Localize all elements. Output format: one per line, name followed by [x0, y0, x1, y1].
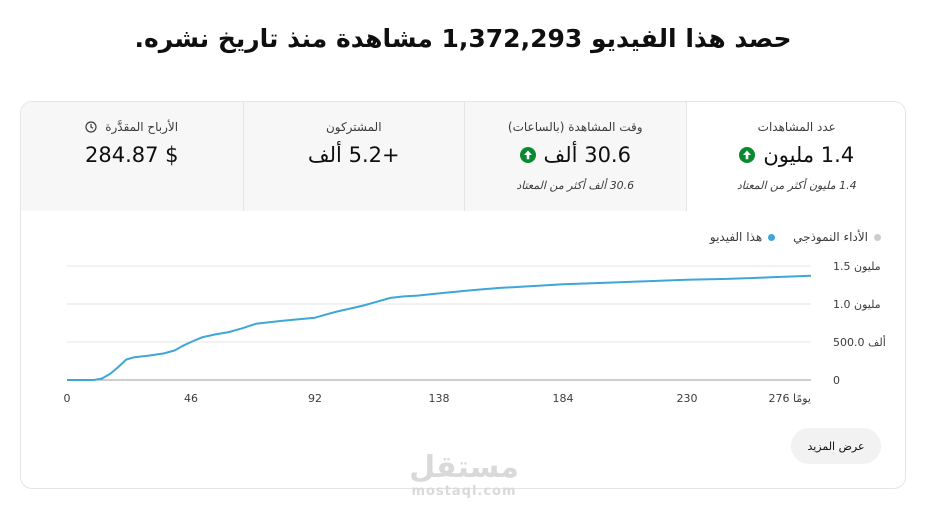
y-tick-label: 1.0 مليون — [833, 298, 881, 311]
views-line-chart: 0 500.0 ألف 1.0 مليون 1.5 مليون 0 46 92 138 184 2… — [64, 260, 886, 405]
tab-label: عدد المشاهدات — [757, 120, 836, 134]
metric-tabs: عدد المشاهدات 1.4 مليون 1.4 مليون أكثر م… — [21, 102, 906, 211]
show-more-button[interactable]: عرض المزيد — [791, 428, 881, 464]
legend-dot-icon — [768, 233, 776, 241]
legend-item-typical[interactable]: الأداء النموذجي — [793, 230, 881, 244]
tab-label: الأرباح المقدَّرة — [105, 120, 179, 134]
tab-value: 30.6 ألف — [543, 143, 631, 167]
x-tick-label: 184 — [553, 392, 574, 405]
y-tick-label: 0 — [833, 374, 840, 387]
tab-value: $ 284.87 — [84, 143, 179, 167]
x-tick-label: 0 — [64, 392, 71, 405]
watermark-sub: mostaql.com — [411, 484, 517, 499]
tab-subscribers[interactable]: المشتركون +5.2 ألف — [242, 102, 465, 211]
tab-value-row: 1.4 مليون — [687, 143, 906, 167]
x-tick-label: 46 — [184, 392, 198, 405]
watermark-text: مستقل — [409, 450, 519, 485]
tab-label-row: الأرباح المقدَّرة — [21, 120, 243, 134]
y-tick-label: 1.5 مليون — [833, 260, 881, 273]
clock-icon — [85, 121, 97, 133]
x-tick-label: 276 يومًا — [769, 392, 812, 405]
tab-watch-time[interactable]: وقت المشاهدة (بالساعات) 30.6 ألف 30.6 أل… — [464, 102, 686, 211]
x-tick-label: 92 — [308, 392, 322, 405]
tab-value: 1.4 مليون — [763, 143, 855, 167]
tab-value-row: +5.2 ألف — [244, 143, 465, 167]
y-tick-label: 500.0 ألف — [833, 335, 886, 349]
tab-note: 1.4 مليون أكثر من المعتاد — [736, 179, 857, 192]
page-title: حصد هذا الفيديو 1,372,293 مشاهدة منذ تار… — [134, 24, 792, 53]
tab-value: +5.2 ألف — [307, 143, 400, 167]
tab-label: وقت المشاهدة (بالساعات) — [507, 120, 643, 134]
legend-dot-icon — [874, 233, 881, 241]
tab-note: 30.6 ألف أكثر من المعتاد — [516, 179, 635, 192]
watermark-logo: مستقل mostaql.com — [406, 450, 522, 500]
x-tick-label: 138 — [429, 392, 450, 405]
chart-legend: هذا الفيديو الأداء النموذجي — [710, 230, 881, 244]
tab-revenue[interactable]: الأرباح المقدَّرة $ 284.87 — [21, 102, 243, 211]
legend-label: هذا الفيديو — [709, 230, 763, 244]
analytics-card: عدد المشاهدات 1.4 مليون 1.4 مليون أكثر م… — [20, 101, 906, 489]
tab-value-row: 30.6 ألف — [465, 143, 686, 167]
tab-views[interactable]: عدد المشاهدات 1.4 مليون 1.4 مليون أكثر م… — [685, 102, 906, 211]
tab-value-row: $ 284.87 — [21, 143, 243, 167]
series-line-this-video[interactable] — [67, 274, 812, 381]
legend-item-this-video[interactable]: هذا الفيديو — [709, 230, 776, 244]
tab-label: المشتركون — [325, 120, 382, 134]
trend-up-icon — [739, 147, 756, 163]
legend-label: الأداء النموذجي — [793, 230, 868, 244]
x-tick-label: 230 — [677, 392, 698, 405]
trend-up-icon — [519, 147, 536, 163]
